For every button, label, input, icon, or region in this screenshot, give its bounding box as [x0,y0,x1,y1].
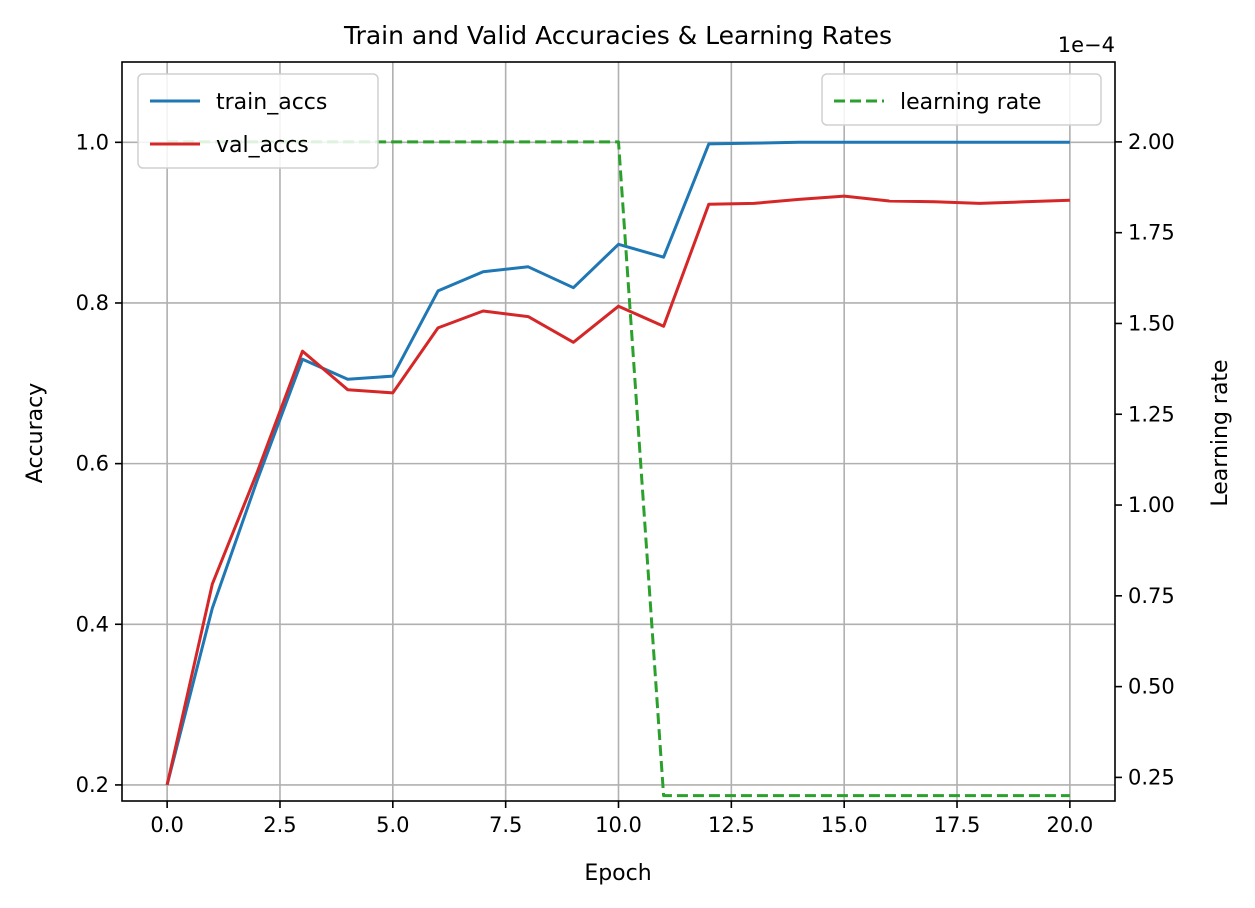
legend-learning-rate: learning rate [821,73,1102,126]
y2-tick-label: 0.25 [1128,765,1175,789]
y2-tick-label: 0.75 [1128,584,1175,608]
y-axis-ticks: 0.2 0.4 0.6 0.8 1.0 [76,130,122,797]
y-tick-label: 0.2 [76,773,109,797]
y2-axis-ticks: 0.25 0.50 0.75 1.00 1.25 1.50 1.75 2.00 [1115,130,1175,789]
y-tick-label: 0.4 [76,612,109,636]
x-tick-label: 2.5 [263,813,296,837]
legend-label: train_accs [216,90,327,115]
series-line-val-accs [165,194,1070,786]
x-tick-label: 7.5 [489,813,522,837]
y-tick-label: 0.8 [76,291,109,315]
x-tick-label: 15.0 [821,813,868,837]
y-tick-label: 0.6 [76,452,109,476]
legend-label: learning rate [900,90,1041,115]
y2-tick-label: 0.50 [1128,675,1175,699]
x-tick-label: 0.0 [150,813,183,837]
x-axis-ticks: 0.0 2.5 5.0 7.5 10.0 12.5 15.0 17.5 20.0 [150,801,1093,837]
legend-frame [821,73,1102,126]
chart-title: Train and Valid Accuracies & Learning Ra… [343,21,892,50]
y2-tick-label: 1.75 [1128,221,1175,245]
x-tick-label: 5.0 [376,813,409,837]
y2-axis-offset-text: 1e−4 [1058,33,1115,57]
x-tick-label: 17.5 [934,813,981,837]
y-axis-title: Accuracy [23,383,48,483]
y2-tick-label: 1.00 [1128,493,1175,517]
y2-axis-title: Learning rate [1208,359,1233,506]
x-tick-label: 20.0 [1046,813,1093,837]
x-tick-label: 10.0 [595,813,642,837]
y-tick-label: 1.0 [76,130,109,154]
x-axis-title: Epoch [584,861,651,886]
legend-label: val_accs [216,133,309,158]
y2-tick-label: 2.00 [1128,130,1175,154]
y2-tick-label: 1.25 [1128,402,1175,426]
y2-tick-label: 1.50 [1128,311,1175,335]
x-tick-label: 12.5 [708,813,755,837]
legend-accuracy: train_accs val_accs [137,73,379,169]
